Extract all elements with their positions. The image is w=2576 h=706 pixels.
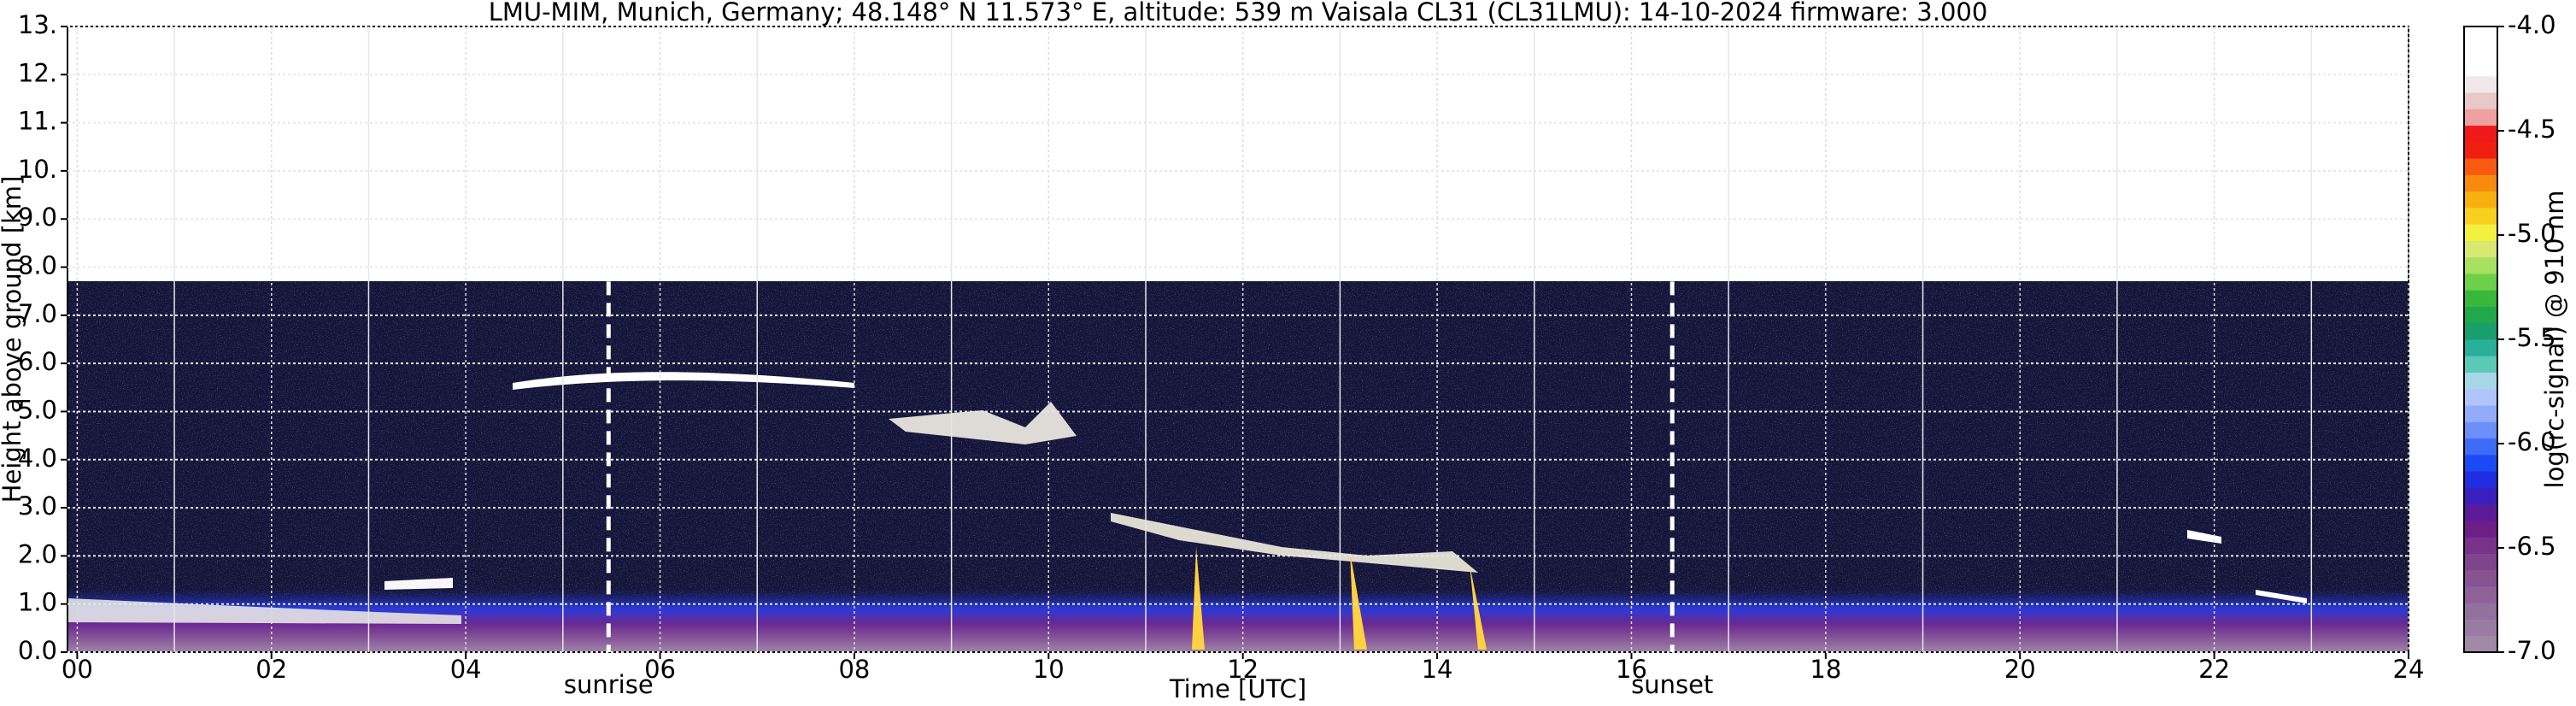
colorbar-step — [2464, 59, 2497, 77]
colorbar-step — [2464, 43, 2497, 61]
colorbar-step — [2464, 619, 2497, 637]
colorbar-step — [2464, 75, 2497, 93]
colorbar-step — [2464, 224, 2497, 241]
colorbar-step — [2464, 487, 2497, 505]
cloud — [513, 372, 854, 390]
x-tick-label: 06 — [644, 655, 676, 684]
colorbar-step — [2464, 421, 2497, 439]
x-tick-label: 10 — [1033, 655, 1065, 684]
cloud — [384, 578, 453, 590]
x-tick-label: 20 — [2004, 655, 2036, 684]
colorbar-step — [2464, 372, 2497, 390]
colorbar-step — [2464, 26, 2497, 44]
colorbar-tick-label: -4.0 — [2508, 10, 2556, 39]
colorbar-step — [2464, 273, 2497, 291]
x-tick-label: 18 — [1810, 655, 1841, 684]
colorbar-tick-label: -5.0 — [2508, 219, 2556, 248]
y-tick-label: 11. — [18, 107, 57, 136]
colorbar-step — [2464, 339, 2497, 356]
colorbar-tick-label: -6.5 — [2508, 532, 2556, 561]
chart-title: LMU-MIM, Munich, Germany; 48.148° N 11.5… — [489, 0, 1988, 26]
x-tick-label: 00 — [62, 655, 93, 684]
x-tick-label: 14 — [1422, 655, 1453, 684]
y-tick-label: 9.0 — [18, 203, 57, 232]
cloud — [889, 402, 1077, 444]
y-tick-label: 3.0 — [18, 491, 57, 521]
x-tick-label: 12 — [1227, 655, 1259, 684]
cloud — [2187, 530, 2307, 603]
y-tick-label: 5.0 — [18, 395, 57, 424]
y-tick-label: 10. — [18, 155, 57, 184]
colorbar-step — [2464, 207, 2497, 225]
colorbar-step — [2464, 537, 2497, 554]
colorbar-tick-label: -5.5 — [2508, 323, 2556, 352]
colorbar-step — [2464, 92, 2497, 109]
colorbar-tick-label: -4.5 — [2508, 115, 2556, 144]
colorbar-step — [2464, 125, 2497, 143]
colorbar-step — [2464, 503, 2497, 521]
colorbar-step — [2464, 569, 2497, 587]
sun-label: sunrise — [564, 670, 654, 699]
y-tick-label: 0.0 — [18, 636, 57, 665]
colorbar-step — [2464, 635, 2497, 653]
colorbar-step — [2464, 454, 2497, 472]
colorbar-tick-label: -6.0 — [2508, 427, 2556, 456]
x-tick-label: 22 — [2198, 655, 2230, 684]
colorbar-step — [2464, 141, 2497, 159]
colorbar-step — [2464, 405, 2497, 422]
y-tick-label: 13. — [18, 10, 57, 39]
y-axis-label: Height above ground [km] — [0, 176, 26, 503]
colorbar-tick-label: -7.0 — [2508, 636, 2556, 665]
colorbar-step — [2464, 520, 2497, 538]
colorbar-step — [2464, 240, 2497, 258]
y-tick-label: 6.0 — [18, 347, 57, 376]
y-tick-label: 4.0 — [18, 444, 57, 473]
y-tick-label: 7.0 — [18, 299, 57, 328]
x-tick-label: 02 — [255, 655, 287, 684]
backscatter-field — [67, 281, 2409, 652]
colorbar-step — [2464, 191, 2497, 209]
x-tick-label: 04 — [450, 655, 482, 684]
colorbar-step — [2464, 388, 2497, 406]
y-tick-label: 2.0 — [18, 539, 57, 568]
y-tick-label: 12. — [18, 58, 57, 87]
y-tick-label: 1.0 — [18, 588, 57, 617]
colorbar-step — [2464, 356, 2497, 374]
colorbar-step — [2464, 603, 2497, 620]
colorbar-step — [2464, 471, 2497, 488]
colorbar-step — [2464, 290, 2497, 307]
colorbar-step — [2464, 174, 2497, 192]
colorbar-step — [2464, 306, 2497, 324]
colorbar-step — [2464, 158, 2497, 175]
x-tick-label: 08 — [838, 655, 870, 684]
colorbar-step — [2464, 256, 2497, 274]
x-tick-label: 16 — [1616, 655, 1647, 684]
sun-label: sunset — [1631, 670, 1713, 699]
cloud — [1111, 513, 1478, 573]
colorbar-label: log(rc-signal) @ 910 nm — [2540, 191, 2569, 489]
x-tick-label: 24 — [2393, 655, 2425, 684]
colorbar-step — [2464, 585, 2497, 603]
colorbar-step — [2464, 322, 2497, 340]
colorbar-step — [2464, 438, 2497, 456]
colorbar-step — [2464, 109, 2497, 126]
x-axis-label: Time [UTC] — [1169, 674, 1306, 703]
y-tick-label: 8.0 — [18, 251, 57, 280]
colorbar-step — [2464, 553, 2497, 571]
